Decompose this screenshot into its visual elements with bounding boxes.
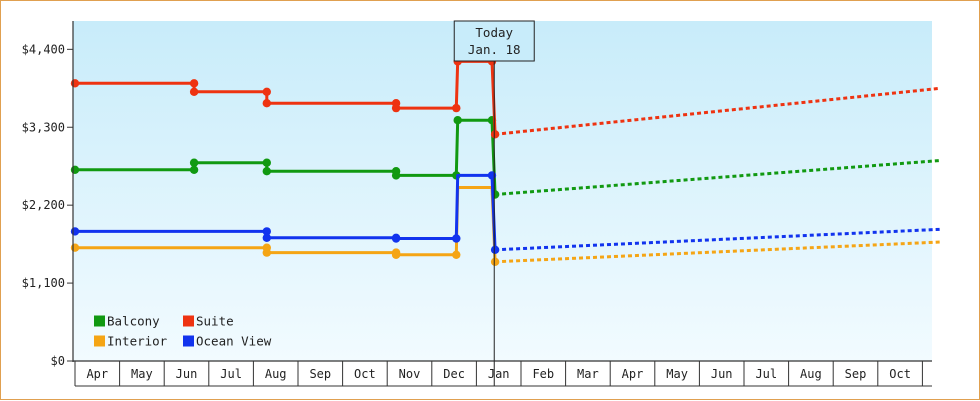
data-point-suite: [70, 79, 80, 88]
forecast-line-interior: [495, 240, 941, 264]
today-marker: Today Jan. 18: [453, 20, 535, 386]
data-point-suite: [262, 87, 271, 97]
data-point-balcony: [391, 171, 401, 180]
x-tick-label: Jun: [176, 367, 198, 381]
data-point-suite: [452, 103, 461, 113]
data-point-ocean-view: [391, 234, 401, 243]
x-tick-label: Sep: [845, 367, 867, 381]
legend-swatch: [94, 335, 105, 347]
x-tick-label: Nov: [399, 367, 421, 381]
x-tick-label: Jun: [711, 367, 733, 381]
data-point-interior: [391, 250, 401, 259]
today-box: [453, 20, 535, 62]
data-point-balcony: [453, 116, 462, 125]
legend: Balcony Suite Interior Ocean View: [94, 314, 272, 349]
legend-swatch: [94, 315, 105, 327]
x-tick-label: Apr: [622, 367, 644, 381]
x-tick-label: Jul: [220, 367, 242, 381]
x-tick-label: Aug: [800, 367, 822, 381]
data-point-ocean-view: [452, 234, 461, 243]
plot-background: [73, 21, 932, 361]
y-tick-label: $4,400: [22, 42, 65, 56]
data-point-interior: [70, 243, 80, 252]
data-point-interior: [452, 250, 461, 259]
data-point-suite: [189, 87, 199, 97]
y-tick-label: $0: [51, 354, 65, 368]
series-layer: [70, 57, 941, 266]
tick-labels: $0 $1,100 $2,200 $3,300 $4,400 Apr May Jun Jul Au…: [22, 42, 911, 381]
legend-label: Balcony: [107, 314, 160, 329]
x-tick-label: Jan: [488, 367, 510, 381]
x-tick-label: Apr: [86, 367, 108, 381]
x-tick-label: Aug: [265, 367, 287, 381]
legend-label: Interior: [107, 334, 168, 349]
data-point-balcony: [189, 158, 199, 167]
x-tick-label: Jul: [755, 367, 777, 381]
data-point-suite: [262, 99, 271, 108]
data-point-suite: [391, 103, 401, 113]
data-point-ocean-view: [70, 227, 80, 236]
data-point-balcony: [189, 165, 199, 174]
axes: [72, 21, 932, 387]
data-point-ocean-view: [490, 245, 500, 254]
data-point-balcony: [262, 167, 271, 176]
x-tick-label: Oct: [354, 367, 376, 381]
data-point-balcony: [70, 165, 80, 174]
data-point-ocean-view: [262, 233, 271, 242]
y-tick-label: $1,100: [22, 276, 65, 290]
data-point-interior: [262, 248, 271, 257]
data-point-interior: [490, 257, 500, 266]
x-tick-label: May: [131, 367, 153, 381]
y-tick-label: $2,200: [22, 198, 65, 212]
x-tick-label: Oct: [889, 367, 911, 381]
x-tick-label: Feb: [532, 367, 554, 381]
data-point-balcony: [262, 158, 271, 167]
x-tick-label: May: [666, 367, 688, 381]
x-tick-label: Dec: [443, 367, 465, 381]
data-point-ocean-view: [487, 171, 497, 180]
forecast-line-balcony: [494, 159, 941, 196]
x-tick-label: Mar: [577, 367, 599, 381]
data-point-suite: [189, 79, 199, 88]
today-label: Today: [475, 25, 513, 40]
forecast-line-ocean-view: [495, 227, 941, 252]
today-date: Jan. 18: [468, 42, 521, 57]
forecast-line-suite: [494, 86, 941, 136]
data-point-ocean-view: [262, 227, 271, 236]
legend-label: Suite: [196, 314, 234, 329]
legend-swatch: [183, 315, 194, 327]
x-tick-label: Sep: [309, 367, 331, 381]
legend-swatch: [183, 335, 194, 347]
data-point-suite: [490, 130, 500, 139]
y-tick-label: $3,300: [22, 120, 65, 134]
legend-label: Ocean View: [196, 334, 272, 349]
